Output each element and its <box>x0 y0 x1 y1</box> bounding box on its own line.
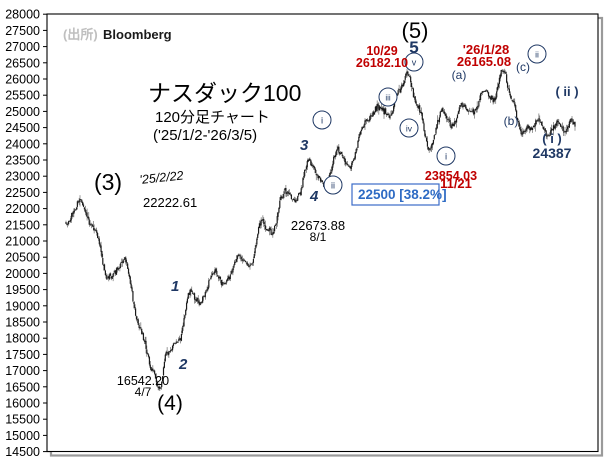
svg-text:16500: 16500 <box>5 380 40 394</box>
svg-text:25000: 25000 <box>5 105 40 119</box>
svg-text:15500: 15500 <box>5 413 40 427</box>
svg-text:21000: 21000 <box>5 235 40 249</box>
svg-text:('25/1/2-'26/3/5): ('25/1/2-'26/3/5) <box>153 127 257 144</box>
svg-text:16000: 16000 <box>5 397 40 411</box>
svg-text:22000: 22000 <box>5 202 40 216</box>
svg-text:19500: 19500 <box>5 283 40 297</box>
svg-text:(a): (a) <box>452 68 467 82</box>
svg-text:19000: 19000 <box>5 299 40 313</box>
svg-text:24000: 24000 <box>5 137 40 151</box>
svg-text:(出所): (出所) <box>63 27 98 42</box>
svg-text:17000: 17000 <box>5 364 40 378</box>
svg-text:8/1: 8/1 <box>310 230 327 244</box>
svg-text:23000: 23000 <box>5 170 40 184</box>
svg-text:(c): (c) <box>516 60 530 74</box>
svg-text:3: 3 <box>300 137 309 154</box>
svg-text:27500: 27500 <box>5 24 40 38</box>
svg-text:4/7: 4/7 <box>135 385 152 399</box>
svg-text:( i ): ( i ) <box>542 131 562 146</box>
svg-text:28000: 28000 <box>5 8 40 22</box>
svg-text:ナスダック100: ナスダック100 <box>148 80 301 106</box>
svg-text:26500: 26500 <box>5 56 40 70</box>
svg-text:ii: ii <box>535 50 539 60</box>
svg-text:iv: iv <box>406 124 413 134</box>
svg-text:22222.61: 22222.61 <box>143 195 197 210</box>
svg-text:(4): (4) <box>157 392 183 415</box>
svg-text:26182.10: 26182.10 <box>356 56 408 70</box>
svg-text:18500: 18500 <box>5 316 40 330</box>
svg-text:15000: 15000 <box>5 429 40 443</box>
svg-text:27000: 27000 <box>5 40 40 54</box>
svg-text:17500: 17500 <box>5 348 40 362</box>
svg-text:( ii ): ( ii ) <box>555 84 578 99</box>
svg-text:26165.08: 26165.08 <box>457 54 511 69</box>
svg-text:(3): (3) <box>94 169 122 195</box>
svg-text:20000: 20000 <box>5 267 40 281</box>
svg-text:25500: 25500 <box>5 89 40 103</box>
svg-text:i: i <box>445 152 447 163</box>
svg-text:120分足チャート: 120分足チャート <box>155 109 270 126</box>
svg-text:22500 [38.2%]: 22500 [38.2%] <box>358 187 447 202</box>
svg-text:21500: 21500 <box>5 218 40 232</box>
svg-text:23500: 23500 <box>5 154 40 168</box>
svg-text:20500: 20500 <box>5 251 40 265</box>
svg-text:Bloomberg: Bloomberg <box>103 27 172 42</box>
svg-text:ii: ii <box>331 181 335 191</box>
svg-text:2: 2 <box>178 356 188 373</box>
svg-text:(b): (b) <box>504 114 519 128</box>
svg-text:26000: 26000 <box>5 73 40 87</box>
svg-text:24387: 24387 <box>533 145 572 161</box>
svg-text:14500: 14500 <box>5 445 40 459</box>
svg-text:22500: 22500 <box>5 186 40 200</box>
svg-text:24500: 24500 <box>5 121 40 135</box>
svg-text:1: 1 <box>171 278 179 295</box>
svg-text:4: 4 <box>309 188 319 205</box>
svg-text:23854.03: 23854.03 <box>425 169 477 183</box>
svg-text:v: v <box>412 58 417 68</box>
svg-text:iii: iii <box>385 94 391 103</box>
svg-text:i: i <box>321 116 323 127</box>
svg-text:18000: 18000 <box>5 332 40 346</box>
